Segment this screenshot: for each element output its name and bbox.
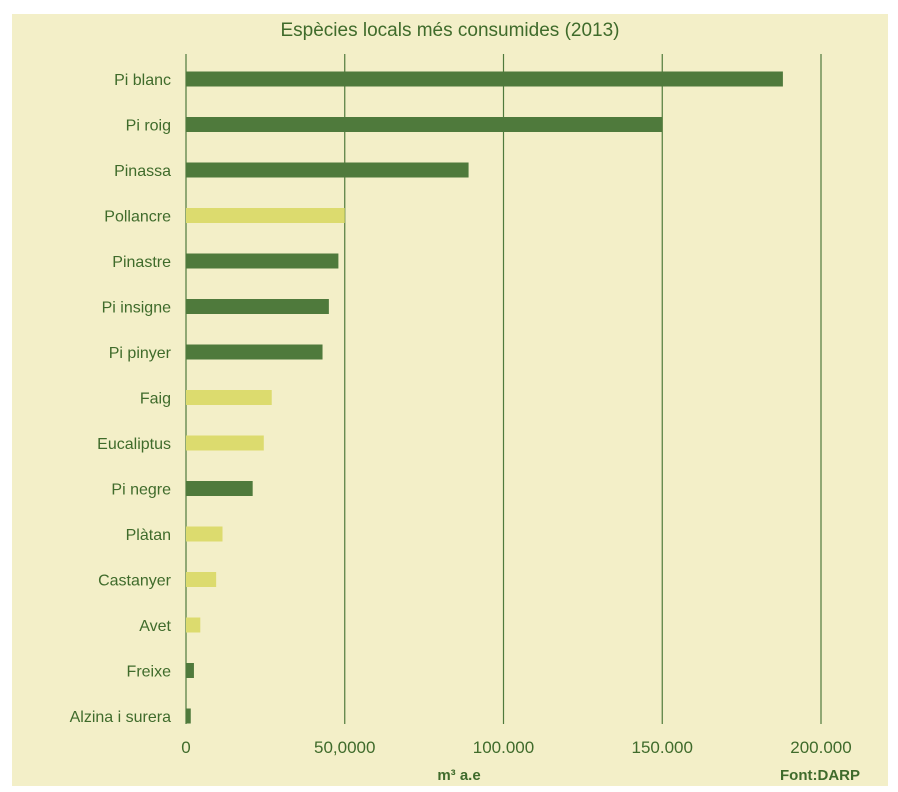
category-label: Pi pinyer: [109, 345, 172, 362]
x-tick-label: 150.000: [632, 738, 693, 757]
x-tick-label: 100.000: [473, 738, 534, 757]
bar: [186, 208, 345, 223]
category-label: Pi blanc: [114, 72, 171, 89]
category-label: Alzina i surera: [70, 709, 171, 726]
source-label: Font:DARP: [780, 767, 860, 784]
category-label: Plàtan: [126, 527, 171, 544]
bar: [186, 435, 264, 451]
bar: [186, 663, 194, 678]
grid-lines: [185, 54, 822, 724]
category-label: Pollancre: [104, 209, 171, 226]
bar: [186, 117, 663, 132]
chart-panel: Espècies locals més consumides (2013): [12, 14, 888, 786]
bar: [186, 617, 201, 633]
bar: [186, 162, 469, 178]
bar: [186, 253, 339, 269]
bar: [186, 344, 323, 360]
category-label: Pi roig: [126, 118, 171, 135]
category-label: Avet: [139, 618, 171, 635]
bar: [186, 481, 253, 496]
category-labels: Pi blanc Pi roig Pinassa Pollancre Pinastre P…: [70, 72, 172, 726]
bars: [186, 71, 783, 724]
category-label: Eucaliptus: [97, 436, 171, 453]
bar: [186, 390, 272, 405]
x-tick-label: 0: [181, 738, 190, 757]
bar: [186, 708, 191, 724]
bar: [186, 71, 783, 87]
x-tick-labels: 0 50,0000 100.000 150.000 200.000: [181, 738, 851, 757]
category-label: Pinassa: [114, 163, 171, 180]
category-label: Castanyer: [98, 573, 172, 590]
x-tick-label: 200.000: [790, 738, 851, 757]
category-label: Freixe: [127, 664, 172, 681]
bar: [186, 299, 329, 314]
bar: [186, 572, 217, 587]
bar: [186, 526, 223, 542]
category-label: Pi negre: [111, 482, 171, 499]
x-tick-label: 50,0000: [314, 738, 375, 757]
category-label: Pinastre: [112, 254, 171, 271]
category-label: Faig: [140, 391, 171, 408]
category-label: Pi insigne: [102, 300, 171, 317]
chart-title: Espècies locals més consumides (2013): [280, 20, 620, 41]
x-axis-label: m³ a.e: [437, 767, 480, 784]
